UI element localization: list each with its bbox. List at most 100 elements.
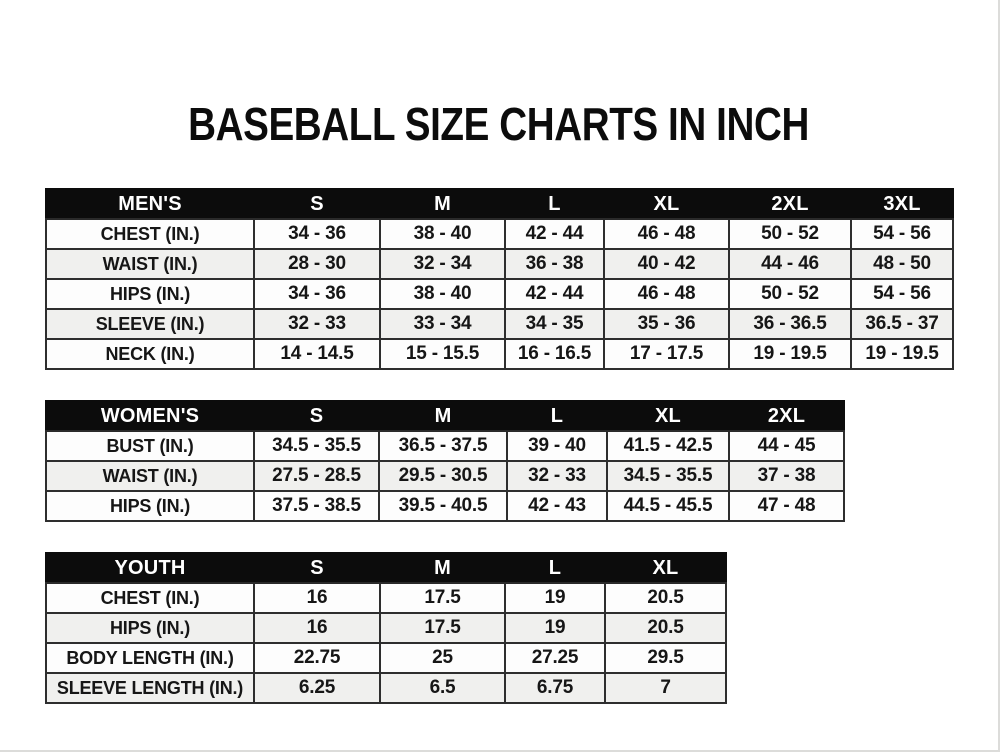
womens-table-row: HIPS (IN.) 37.5 - 38.5 39.5 - 40.5 42 - 43 4… (45, 490, 845, 522)
mens-value-cell: 36 - 38 (504, 248, 605, 280)
youth-row-label: BODY LENGTH (IN.) (45, 642, 255, 674)
womens-size-header-cell: M (378, 400, 508, 432)
mens-table-row: SLEEVE (IN.) 32 - 33 33 - 34 34 - 35 35 - 36… (45, 308, 954, 340)
mens-size-header-cell: 2XL (728, 188, 852, 220)
womens-value-cell: 44.5 - 45.5 (606, 490, 730, 522)
mens-size-header-cell: M (379, 188, 506, 220)
mens-value-cell: 14 - 14.5 (253, 338, 381, 370)
youth-value-cell: 6.75 (504, 672, 606, 704)
youth-table-row: BODY LENGTH (IN.) 22.75 25 27.25 29.5 (45, 642, 727, 674)
womens-value-cell: 34.5 - 35.5 (606, 460, 730, 492)
youth-value-cell: 19 (504, 582, 606, 614)
womens-group-header-cell: WOMEN'S (45, 400, 255, 432)
youth-value-cell: 22.75 (253, 642, 381, 674)
womens-value-cell: 42 - 43 (506, 490, 608, 522)
youth-group-header-cell: YOUTH (45, 552, 255, 584)
youth-table-row: HIPS (IN.) 16 17.5 19 20.5 (45, 612, 727, 644)
womens-value-cell: 39 - 40 (506, 430, 608, 462)
mens-table-grid: MEN'S S M L XL 2XL 3XL CHEST (IN.) 34 - 36 38 - 4… (45, 188, 954, 370)
mens-value-cell: 34 - 36 (253, 218, 381, 250)
mens-row-label: SLEEVE (IN.) (45, 308, 255, 340)
mens-table-row: HIPS (IN.) 34 - 36 38 - 40 42 - 44 46 - 48 50… (45, 278, 954, 310)
youth-value-cell: 16 (253, 612, 381, 644)
mens-value-cell: 46 - 48 (603, 218, 730, 250)
youth-value-cell: 7 (604, 672, 727, 704)
womens-value-cell: 44 - 45 (728, 430, 845, 462)
womens-value-cell: 47 - 48 (728, 490, 845, 522)
mens-size-header-cell: L (504, 188, 605, 220)
mens-value-cell: 46 - 48 (603, 278, 730, 310)
womens-value-cell: 36.5 - 37.5 (378, 430, 508, 462)
mens-value-cell: 50 - 52 (728, 278, 852, 310)
youth-value-cell: 25 (379, 642, 506, 674)
womens-row-label: BUST (IN.) (45, 430, 255, 462)
youth-size-header-cell: M (379, 552, 506, 584)
youth-value-cell: 16 (253, 582, 381, 614)
mens-table-row: WAIST (IN.) 28 - 30 32 - 34 36 - 38 40 - 42 4… (45, 248, 954, 280)
youth-size-header-cell: L (504, 552, 606, 584)
youth-size-header-cell: XL (604, 552, 727, 584)
womens-table-row: BUST (IN.) 34.5 - 35.5 36.5 - 37.5 39 - 40 4… (45, 430, 845, 462)
youth-table-row: CHEST (IN.) 16 17.5 19 20.5 (45, 582, 727, 614)
youth-row-label: CHEST (IN.) (45, 582, 255, 614)
youth-header-row: YOUTH S M L XL (45, 552, 727, 584)
mens-value-cell: 44 - 46 (728, 248, 852, 280)
youth-value-cell: 20.5 (604, 612, 727, 644)
mens-header-row: MEN'S S M L XL 2XL 3XL (45, 188, 954, 220)
mens-value-cell: 33 - 34 (379, 308, 506, 340)
mens-value-cell: 19 - 19.5 (728, 338, 852, 370)
mens-size-header-cell: 3XL (850, 188, 954, 220)
mens-value-cell: 35 - 36 (603, 308, 730, 340)
mens-value-cell: 34 - 36 (253, 278, 381, 310)
womens-size-header-cell: S (253, 400, 380, 432)
youth-value-cell: 17.5 (379, 612, 506, 644)
youth-value-cell: 29.5 (604, 642, 727, 674)
womens-value-cell: 37 - 38 (728, 460, 845, 492)
youth-value-cell: 6.25 (253, 672, 381, 704)
youth-value-cell: 27.25 (504, 642, 606, 674)
mens-value-cell: 40 - 42 (603, 248, 730, 280)
mens-value-cell: 15 - 15.5 (379, 338, 506, 370)
mens-value-cell: 32 - 34 (379, 248, 506, 280)
mens-value-cell: 54 - 56 (850, 278, 954, 310)
mens-row-label: CHEST (IN.) (45, 218, 255, 250)
mens-size-table: MEN'S S M L XL 2XL 3XL CHEST (IN.) 34 - 36 38 - 4… (45, 188, 954, 370)
youth-value-cell: 20.5 (604, 582, 727, 614)
mens-group-header-cell: MEN'S (45, 188, 255, 220)
youth-value-cell: 6.5 (379, 672, 506, 704)
mens-value-cell: 32 - 33 (253, 308, 381, 340)
mens-table-row: CHEST (IN.) 34 - 36 38 - 40 42 - 44 46 - 48 5… (45, 218, 954, 250)
womens-value-cell: 34.5 - 35.5 (253, 430, 380, 462)
mens-value-cell: 48 - 50 (850, 248, 954, 280)
womens-value-cell: 39.5 - 40.5 (378, 490, 508, 522)
youth-table-grid: YOUTH S M L XL CHEST (IN.) 16 17.5 19 20.5 HIPS (I… (45, 552, 727, 704)
womens-value-cell: 29.5 - 30.5 (378, 460, 508, 492)
womens-size-header-cell: 2XL (728, 400, 845, 432)
youth-value-cell: 19 (504, 612, 606, 644)
youth-row-label: HIPS (IN.) (45, 612, 255, 644)
mens-value-cell: 28 - 30 (253, 248, 381, 280)
mens-value-cell: 17 - 17.5 (603, 338, 730, 370)
mens-value-cell: 50 - 52 (728, 218, 852, 250)
mens-value-cell: 38 - 40 (379, 278, 506, 310)
womens-table-grid: WOMEN'S S M L XL 2XL BUST (IN.) 34.5 - 35.5 36.5… (45, 400, 845, 522)
mens-size-header-cell: XL (603, 188, 730, 220)
womens-size-table: WOMEN'S S M L XL 2XL BUST (IN.) 34.5 - 35.5 36.5… (45, 400, 845, 522)
womens-value-cell: 41.5 - 42.5 (606, 430, 730, 462)
mens-value-cell: 16 - 16.5 (504, 338, 605, 370)
mens-value-cell: 34 - 35 (504, 308, 605, 340)
youth-size-table: YOUTH S M L XL CHEST (IN.) 16 17.5 19 20.5 HIPS (I… (45, 552, 727, 704)
mens-size-header-cell: S (253, 188, 381, 220)
womens-header-row: WOMEN'S S M L XL 2XL (45, 400, 845, 432)
mens-value-cell: 19 - 19.5 (850, 338, 954, 370)
page-title-text: BASEBALL SIZE CHARTS IN INCH (188, 97, 810, 150)
womens-table-row: WAIST (IN.) 27.5 - 28.5 29.5 - 30.5 32 - 33… (45, 460, 845, 492)
mens-row-label: HIPS (IN.) (45, 278, 255, 310)
mens-value-cell: 36 - 36.5 (728, 308, 852, 340)
womens-value-cell: 32 - 33 (506, 460, 608, 492)
womens-value-cell: 27.5 - 28.5 (253, 460, 380, 492)
mens-row-label: NECK (IN.) (45, 338, 255, 370)
mens-value-cell: 42 - 44 (504, 278, 605, 310)
mens-table-row: NECK (IN.) 14 - 14.5 15 - 15.5 16 - 16.5 17 … (45, 338, 954, 370)
